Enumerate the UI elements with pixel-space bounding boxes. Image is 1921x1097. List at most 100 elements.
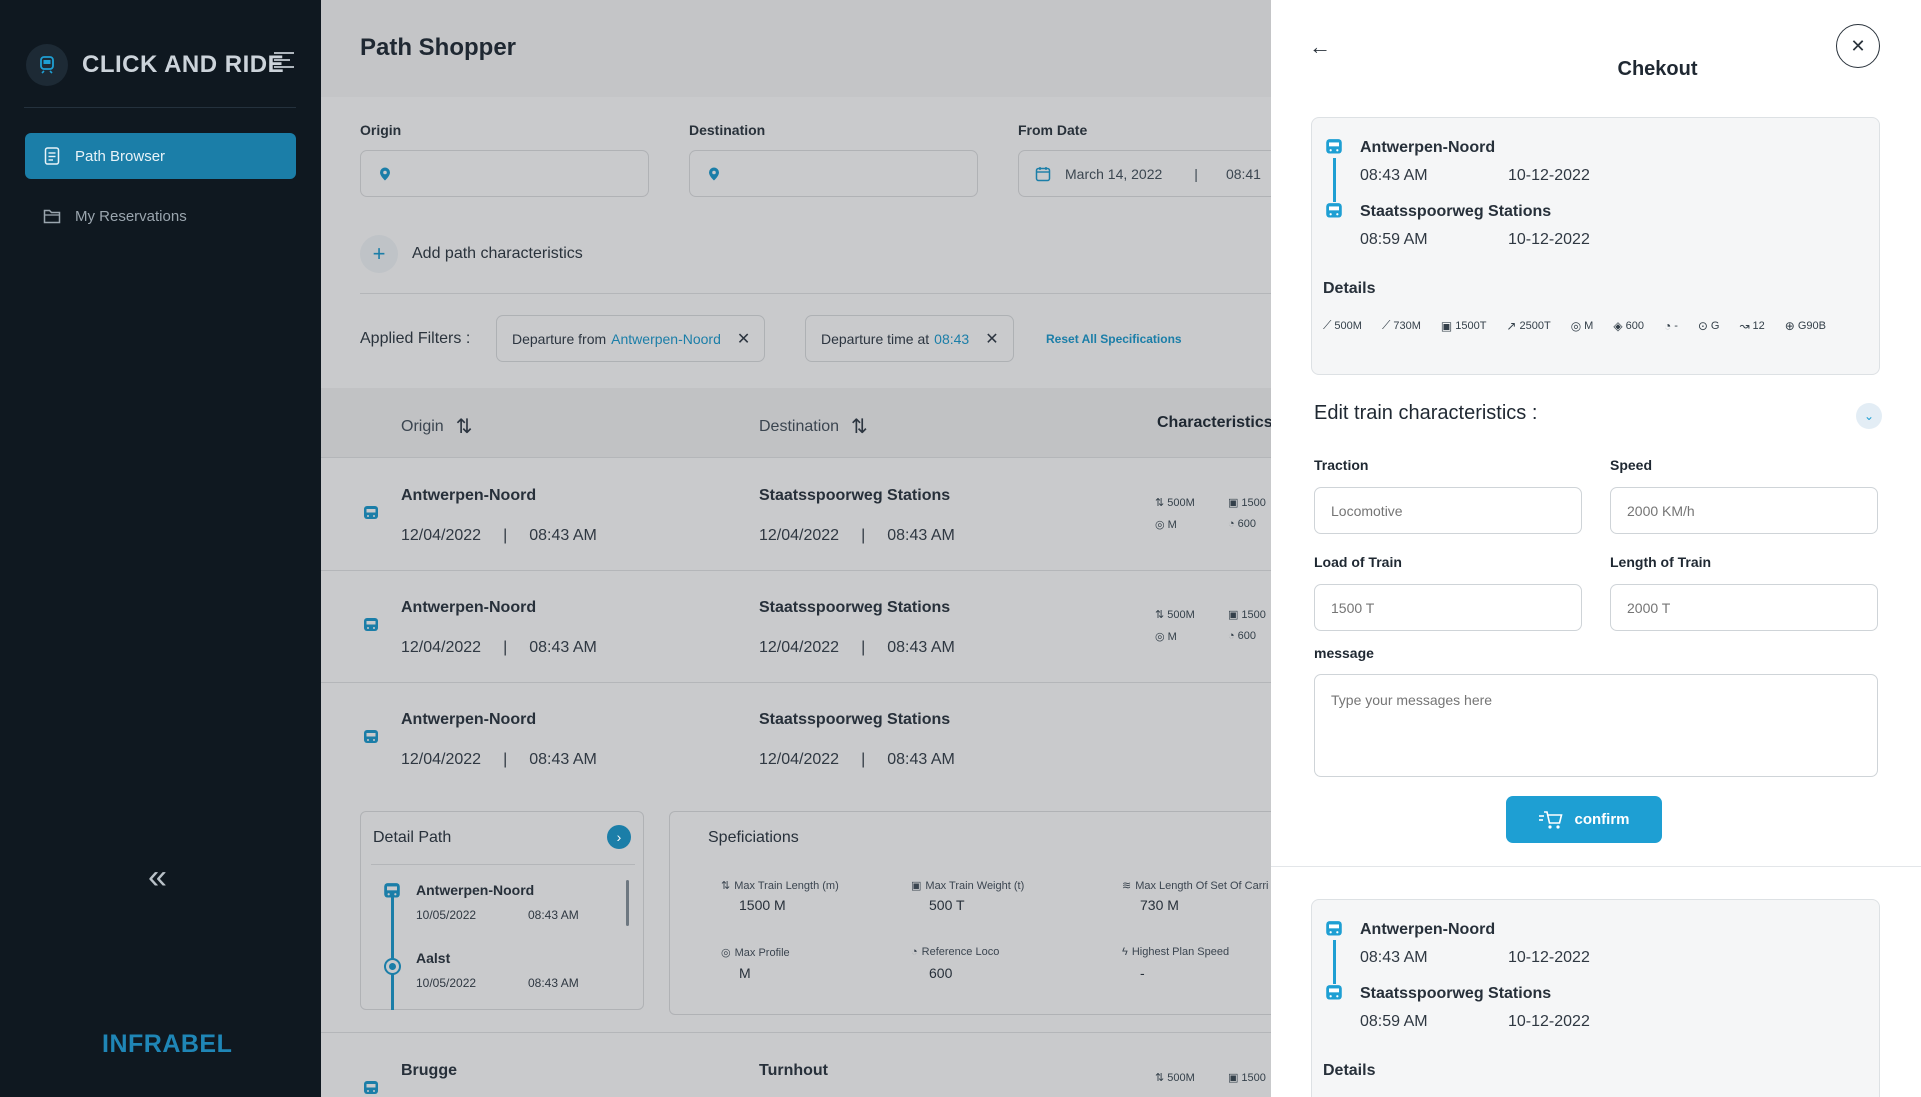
profile-icon: ◎ [721, 947, 731, 959]
spec-value: 1500 M [739, 897, 786, 913]
gauge-icon: ◔ [1663, 318, 1672, 333]
traction-input[interactable] [1314, 487, 1582, 534]
from-date-label: From Date [1018, 122, 1088, 138]
infrabel-logo: INFRABEL [102, 1030, 233, 1058]
close-icon[interactable]: ✕ [985, 330, 999, 348]
close-icon[interactable]: ✕ [736, 330, 751, 348]
detail-chart: ↝ 12 [1739, 318, 1765, 333]
filter-chip-departure-time: Departure time at 08:43 ✕ [805, 315, 1014, 362]
departure-station: Antwerpen-Noord [1360, 139, 1496, 156]
spec-label: ϟ Highest Plan Speed [1122, 946, 1230, 958]
arrival-station: Staatsspoorweg Stations [1360, 203, 1552, 220]
sidebar-item-label: My Reservations [75, 207, 187, 225]
train-icon [1326, 139, 1342, 154]
char-weight: ▣ 1500 [1228, 496, 1266, 510]
detail-path-card: Detail Path › Antwerpen-Noord 10/05/2022… [360, 811, 644, 1010]
sidebar: CLICK AND RIDE Path Browser My Reservati… [0, 0, 321, 1097]
origin-name: Antwerpen-Noord [401, 711, 537, 728]
brand-name: CLICK AND RIDE [82, 51, 285, 78]
message-textarea[interactable] [1314, 674, 1878, 777]
weight-icon: ▣ [1440, 318, 1453, 333]
route-line [1333, 158, 1336, 202]
spec-label: ◎ Max Profile [721, 946, 790, 960]
traction-label: Traction [1314, 457, 1369, 473]
page-header: Path Shopper [321, 0, 1271, 97]
detail-length: ⟋ 500M [1323, 318, 1362, 332]
sidebar-item-my-reservations[interactable]: My Reservations [25, 193, 296, 239]
brand: CLICK AND RIDE [26, 44, 284, 86]
divider [371, 864, 635, 865]
location-pin-icon [709, 167, 719, 180]
table-header: Origin ⇅ Destination ⇅ Characteristics [321, 388, 1271, 458]
chevron-right-icon[interactable]: › [607, 825, 631, 849]
add-path-characteristics-button[interactable]: + Add path characteristics [360, 235, 583, 273]
table-row-expanded[interactable]: Antwerpen-Noord 12/04/2022 | 08:43 AM Staa… [321, 683, 1271, 1033]
spec-label: ◔ Reference Loco [911, 946, 1000, 958]
gauge-icon: ◔ [1228, 518, 1235, 530]
origin-label: Origin [360, 122, 402, 138]
chip-value: 08:43 [934, 330, 970, 347]
scrollbar[interactable] [626, 880, 629, 926]
edit-characteristics-title: Edit train characteristics : [1314, 402, 1538, 424]
chip-value: Antwerpen-Noord [611, 330, 721, 347]
char-length: ⇅ 500M [1155, 1071, 1195, 1085]
detail-speed: ◔ - [1663, 318, 1678, 333]
wheel-icon: ⊙ [1697, 318, 1708, 333]
departure-station: Antwerpen-Noord [1360, 921, 1496, 938]
char-length: ⇅ 500M [1155, 608, 1195, 622]
column-header-origin[interactable]: Origin ⇅ [401, 414, 472, 439]
main-content: Path Shopper Origin Destination From Dat… [321, 0, 1271, 1097]
char-length: ⇅ 500M [1155, 496, 1195, 510]
load-of-train-input[interactable] [1314, 584, 1582, 631]
destination-name: Staatsspoorweg Stations [759, 599, 951, 616]
add-path-characteristics-label: Add path characteristics [412, 245, 583, 262]
detail-carriage-length: ⟋ 730M [1381, 318, 1421, 332]
destination-input[interactable] [689, 150, 978, 197]
arrival-time: 08:59 AM [1360, 1013, 1428, 1030]
table-row[interactable]: Brugge Turnhout ⇅ 500M ▣ 1500 [321, 1034, 1271, 1097]
loco-icon: ◈ [1613, 318, 1623, 333]
hamburger-menu-icon[interactable] [274, 52, 294, 70]
origin-datetime: 12/04/2022 | 08:43 AM [401, 639, 597, 656]
sort-icon[interactable]: ⇅ [851, 416, 868, 438]
origin-name: Brugge [401, 1062, 457, 1079]
weight-icon: ▣ [1228, 609, 1239, 621]
ruler-icon: ⟋ [1381, 318, 1391, 332]
spec-label: ▣ Max Train Weight (t) [911, 879, 1025, 893]
train-icon [1326, 921, 1342, 936]
destination-name: Staatsspoorweg Stations [759, 487, 951, 504]
table-row[interactable]: Antwerpen-Noord 12/04/2022 | 08:43 AM Staa… [321, 459, 1271, 571]
lightning-icon: ϟ [1122, 946, 1128, 958]
detail-weight: ▣ 1500T [1440, 318, 1487, 333]
from-time-value: 08:41 [1225, 165, 1261, 182]
confirm-button[interactable]: confirm [1506, 796, 1662, 843]
cart-icon [1539, 810, 1564, 829]
departure-date: 10-12-2022 [1508, 949, 1590, 966]
back-arrow-icon[interactable]: ← [1309, 34, 1331, 59]
sort-icon[interactable]: ⇅ [455, 416, 473, 438]
chevron-down-icon[interactable]: ⌄ [1856, 403, 1882, 429]
stop-time: 08:43 AM [528, 976, 579, 990]
departure-date: 10-12-2022 [1508, 167, 1590, 184]
sidebar-item-path-browser[interactable]: Path Browser [25, 133, 296, 179]
char-loco: ◔ 600 [1228, 518, 1257, 530]
sidebar-divider [24, 107, 296, 108]
speed-input[interactable] [1610, 487, 1878, 534]
detail-load: ↗ 2500T [1506, 318, 1551, 333]
length-of-train-input[interactable] [1610, 584, 1878, 631]
close-button[interactable]: ✕ [1836, 24, 1880, 68]
reset-all-specifications-link[interactable]: Reset All Specifications [1046, 332, 1182, 346]
train-icon [364, 506, 378, 519]
column-label: Destination [759, 417, 840, 435]
chart-icon: ↝ [1739, 318, 1750, 333]
table-row[interactable]: Antwerpen-Noord 12/04/2022 | 08:43 AM Staa… [321, 571, 1271, 683]
ruler-icon: ⟋ [1323, 318, 1332, 332]
column-header-destination[interactable]: Destination ⇅ [759, 414, 868, 439]
route-line [1333, 940, 1336, 984]
arrival-date: 10-12-2022 [1508, 1013, 1590, 1030]
from-date-input[interactable]: March 14, 2022 | 08:41 [1018, 150, 1271, 197]
collapse-sidebar-icon[interactable]: « [148, 858, 167, 896]
origin-input[interactable] [360, 150, 649, 197]
plus-icon: + [360, 235, 398, 273]
detail-gabarit: ⊕ G90B [1784, 318, 1826, 333]
